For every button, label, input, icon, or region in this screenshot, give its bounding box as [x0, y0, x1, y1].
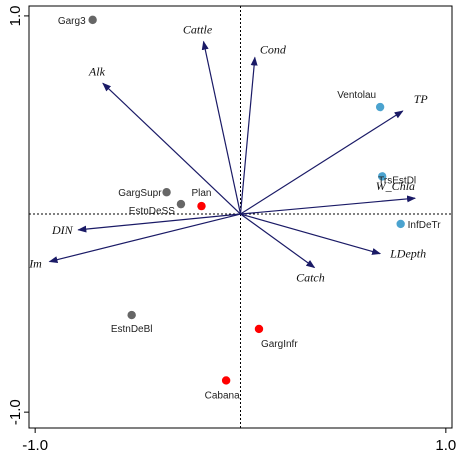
site-point-cabana — [221, 376, 231, 385]
site-point-trsestdl — [377, 172, 387, 181]
vector-label-din: DIN — [51, 223, 74, 237]
site-point-estndebl — [127, 310, 136, 320]
vector-label-catch: Catch — [296, 271, 325, 285]
vector-tp — [240, 110, 404, 215]
environmental-vectors: Cattle Cond Alk TP W_Chla DIN Im LDepth Catch — [28, 23, 428, 285]
site-point-plan — [197, 201, 206, 211]
vector-label-ldepth: LDepth — [389, 247, 426, 261]
site-label-trsestdl: TrsEstDl — [378, 175, 416, 186]
vector-catch — [240, 213, 316, 269]
vector-label-cond: Cond — [260, 43, 287, 57]
x-tick-label: -1.0 — [22, 437, 48, 454]
site-point-gargsupr — [162, 188, 171, 197]
vector-alk — [102, 82, 241, 215]
site-label-garginfr: GargInfr — [261, 339, 298, 350]
site-label-garg3: Garg3 — [58, 16, 86, 27]
x-tick-label: 1.0 — [435, 437, 456, 454]
vector-cattle — [201, 40, 242, 215]
site-label-estndebl: EstnDeBl — [111, 324, 153, 335]
axis-ticks: -1.0 1.0 1.0 -1.0 — [7, 5, 456, 454]
vector-label-w-chla: W_Chla — [376, 179, 415, 193]
y-tick-label: 1.0 — [7, 5, 24, 26]
vector-din — [77, 213, 241, 233]
site-label-gargsupr: GargSupr — [118, 188, 162, 199]
site-point-garginfr — [254, 324, 264, 334]
site-point-estndess — [176, 199, 186, 209]
vector-cond — [239, 56, 258, 215]
vector-label-cattle: Cattle — [183, 23, 213, 37]
site-point-garg3 — [88, 15, 97, 25]
site-label-estndess: EstnDeSS — [129, 206, 175, 217]
site-point-infdetr — [396, 219, 405, 229]
site-label-cabana: Cabana — [205, 390, 240, 401]
site-label-infdetr: InfDeTr — [408, 220, 442, 231]
y-tick-label: -1.0 — [7, 399, 24, 425]
site-label-plan: Plan — [191, 188, 211, 199]
vector-label-alk: Alk — [88, 64, 106, 78]
site-points: Garg3 GargSupr EstnDeSS EstnDeBl Plan GargInf… — [58, 15, 442, 401]
vector-ldepth — [240, 213, 382, 255]
site-point-ventolau — [375, 102, 385, 112]
vector-label-tp: TP — [414, 92, 429, 106]
vector-label-im: Im — [28, 257, 42, 271]
reference-lines — [29, 6, 452, 428]
site-label-ventolau: Ventolau — [337, 90, 376, 101]
vector-im — [48, 213, 241, 264]
vector-w-chla — [240, 195, 417, 215]
